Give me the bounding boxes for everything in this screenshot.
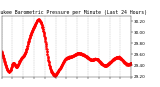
- Title: Milwaukee Barometric Pressure per Minute (Last 24 Hours): Milwaukee Barometric Pressure per Minute…: [0, 10, 147, 15]
